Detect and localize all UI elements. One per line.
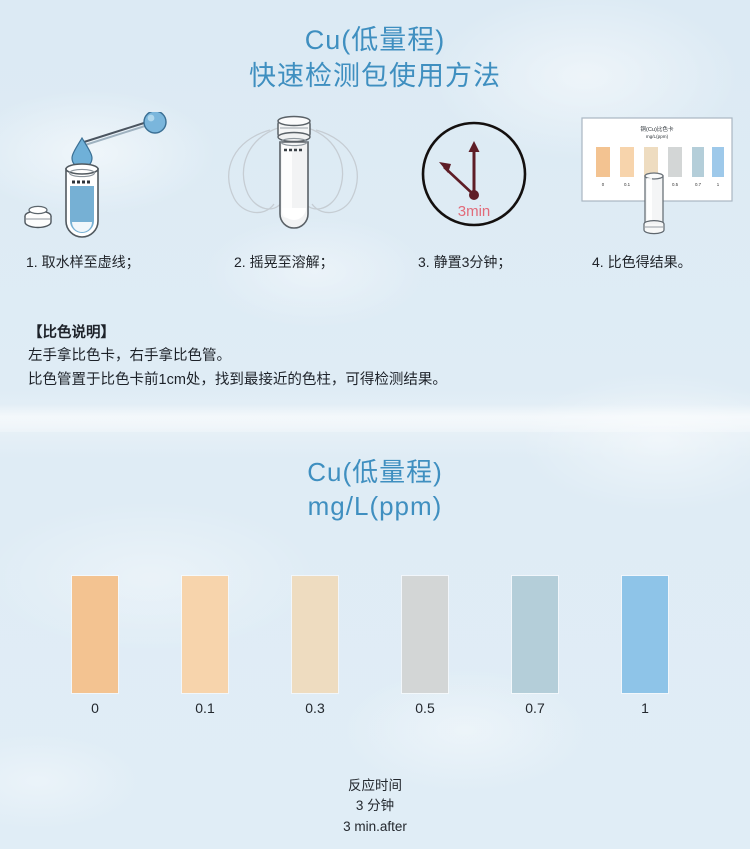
color-swatch: 0.1 (182, 576, 228, 716)
color-swatch: 0.3 (292, 576, 338, 716)
svg-text:0: 0 (602, 182, 605, 187)
page-title-line-1: Cu(低量程) (304, 25, 446, 55)
reaction-time-line-2: 3 分钟 (355, 798, 395, 814)
color-swatch-chip (72, 576, 118, 693)
instructions-heading: 【比色说明】 (28, 325, 115, 341)
page-title: Cu(低量程) 快速检测包使用方法 (0, 22, 750, 95)
color-card-with-tube-icon: 铜(Cu)比色卡 mg/L(ppm) 0 0.1 0.3 0.5 0.7 1 (581, 117, 733, 235)
color-card-title: Cu(低量程) mg/L(ppm) (0, 455, 750, 524)
step-3-illustration: 3min (398, 112, 568, 244)
color-swatch-chip (182, 576, 228, 693)
color-swatch: 0.7 (512, 576, 558, 716)
step-1-label: 1. 取水样至虚线； (26, 254, 140, 270)
mini-card-title-line-1: 铜(Cu)比色卡 (640, 125, 674, 133)
mini-card-swatches: 0 0.1 0.3 0.5 0.7 1 (596, 147, 724, 187)
reaction-time-line-1: 反应时间 (348, 778, 402, 793)
color-scale: 0 0.1 0.3 0.5 0.7 1 (0, 576, 750, 716)
color-swatch-value: 0.3 (305, 700, 325, 716)
step-2: 2. 摇晃至溶解； (212, 112, 392, 282)
step-3-label: 3. 静置3分钟； (418, 254, 512, 270)
pipette-dropper-test-tube-icon (24, 110, 167, 238)
mini-card-title-line-2: mg/L(ppm) (646, 134, 669, 139)
color-swatch-chip (292, 576, 338, 693)
color-swatch: 0.5 (402, 576, 448, 716)
step-1: 1. 取水样至虚线； (22, 110, 202, 282)
svg-text:1: 1 (717, 182, 720, 187)
svg-text:0.5: 0.5 (672, 182, 679, 187)
color-swatch-value: 0.1 (195, 700, 215, 716)
instructions-line-1: 左手拿比色卡，右手拿比色管。 (28, 348, 231, 365)
step-4-illustration: 铜(Cu)比色卡 mg/L(ppm) 0 0.1 0.3 0.5 0.7 1 (572, 112, 744, 244)
svg-text:0.7: 0.7 (695, 182, 702, 187)
svg-text:0.1: 0.1 (624, 182, 631, 187)
color-swatch-chip (402, 576, 448, 693)
reaction-time-line-3: 3 min.after (343, 818, 407, 834)
clock-icon: 3min (421, 121, 527, 227)
color-swatch-value: 1 (641, 700, 649, 716)
shaking-test-tube-icon (228, 115, 358, 229)
step-2-label: 2. 摇晃至溶解； (234, 254, 334, 270)
comparison-instructions: 【比色说明】 左手拿比色卡，右手拿比色管。 比色管置于比色卡前1cm处，找到最接… (28, 322, 718, 392)
color-swatch-chip (512, 576, 558, 693)
reaction-time-footer: 反应时间 3 分钟 3 min.after (0, 776, 750, 837)
steps-row: 1. 取水样至虚线； (0, 110, 750, 282)
step-4: 铜(Cu)比色卡 mg/L(ppm) 0 0.1 0.3 0.5 0.7 1 (572, 112, 744, 282)
color-swatch-chip (622, 576, 668, 693)
color-swatch: 0 (72, 576, 118, 716)
color-swatch-value: 0.7 (525, 700, 545, 716)
color-swatch: 1 (622, 576, 668, 716)
step-1-illustration (22, 110, 202, 244)
clock-duration-text: 3min (458, 203, 491, 220)
instructions-line-2: 比色管置于比色卡前1cm处，找到最接近的色柱，可得检测结果。 (28, 371, 447, 388)
color-swatch-value: 0.5 (415, 700, 435, 716)
color-card-title-line-2: mg/L(ppm) (307, 491, 443, 522)
color-swatch-value: 0 (91, 700, 99, 716)
step-2-illustration (212, 112, 392, 244)
color-card-title-line-1: Cu(低量程) (307, 457, 443, 487)
page-title-line-2: 快速检测包使用方法 (249, 61, 501, 92)
step-4-label: 4. 比色得结果。 (592, 254, 692, 270)
step-3: 3min 3. 静置3分钟； (398, 112, 568, 282)
